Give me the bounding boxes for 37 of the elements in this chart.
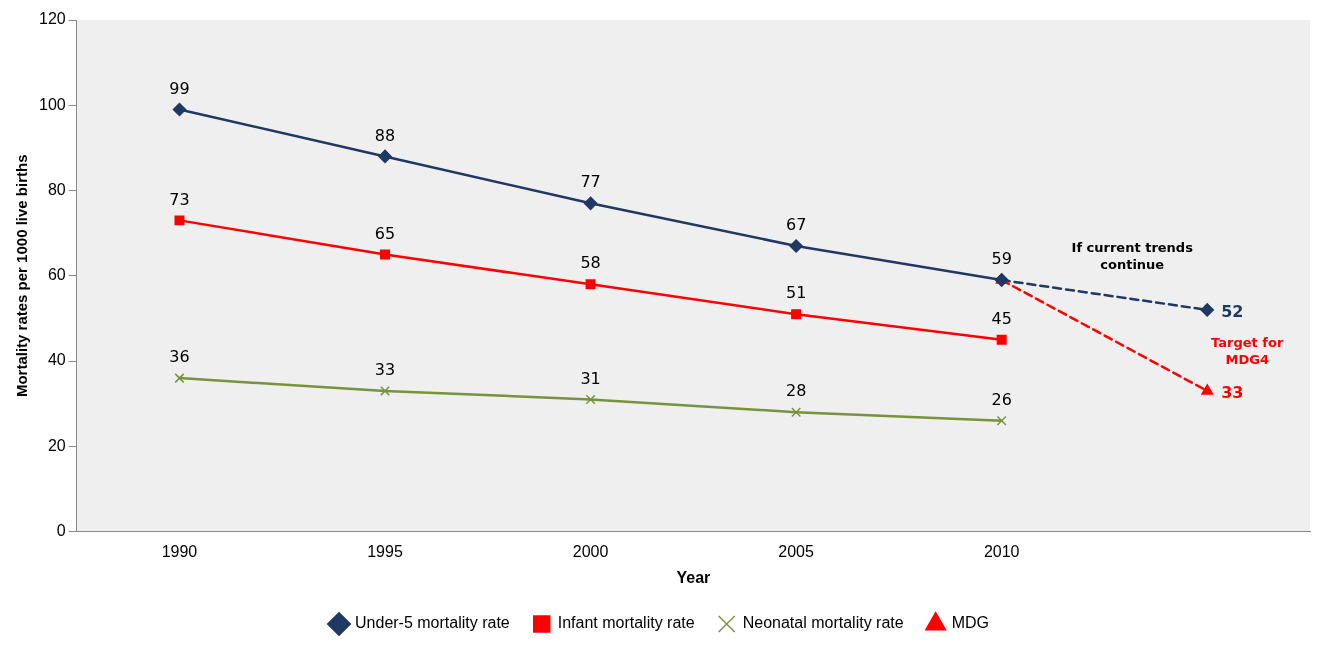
y-tick-label: 40 (47, 351, 66, 369)
x-tick-label: 2000 (572, 542, 609, 560)
data-label: 65 (374, 223, 396, 243)
annotation: If current trends continue (1071, 239, 1194, 272)
data-label: 31 (580, 368, 601, 388)
legend-label: MDG (951, 614, 989, 632)
data-label: 26 (991, 389, 1012, 409)
data-label: 36 (169, 347, 190, 367)
data-label: 73 (169, 189, 190, 209)
data-label: 58 (580, 253, 601, 273)
legend-label: Neonatal mortality rate (742, 614, 904, 632)
data-label: 77 (580, 172, 601, 192)
data-label: 59 (991, 249, 1012, 269)
data-label: 88 (374, 125, 396, 145)
x-tick-label: 1995 (367, 542, 403, 560)
data-label: 33 (1221, 383, 1244, 403)
legend-label: Under-5 mortality rate (355, 614, 510, 632)
data-label: 52 (1221, 302, 1244, 322)
y-tick-label: 20 (47, 436, 66, 454)
x-axis-title: Year (676, 568, 711, 586)
data-label: 33 (374, 360, 396, 380)
y-tick-label: 100 (38, 95, 66, 113)
x-tick-label: 2010 (983, 542, 1020, 560)
data-label: 28 (785, 381, 807, 401)
y-axis-title: Mortality rates per 1000 live births (13, 154, 31, 398)
x-tick-label: 2005 (778, 542, 815, 560)
y-tick-label: 0 (56, 522, 66, 540)
data-label: 51 (785, 283, 807, 303)
annotation: Target for MDG4 (1211, 334, 1284, 367)
legend-label: Infant mortality rate (557, 614, 695, 632)
data-label: 99 (169, 78, 190, 98)
y-tick-label: 80 (47, 180, 66, 198)
x-tick-label: 1990 (161, 542, 198, 560)
data-label: 67 (785, 215, 807, 235)
y-tick-label: 60 (47, 266, 66, 284)
y-tick-label: 120 (38, 10, 66, 28)
data-label: 45 (991, 308, 1012, 328)
